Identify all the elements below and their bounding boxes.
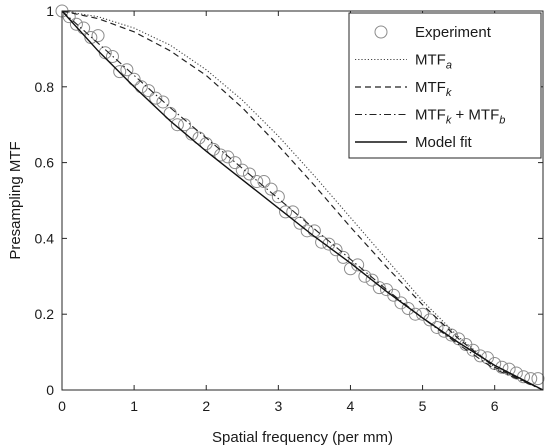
experiment-point [531,372,545,386]
experiment-point [372,281,386,295]
experiment-point [408,307,422,321]
x-tick-label: 2 [202,398,210,414]
x-tick-label: 4 [347,398,355,414]
x-tick-label: 1 [130,398,138,414]
axes-box [61,10,544,391]
experiment-point [473,349,487,363]
y-tick-label: 0 [46,382,54,398]
experiment-point [293,216,307,230]
y-axis-label: Presampling MTF [7,141,24,259]
experiment-point [365,273,379,287]
experiment-point [264,182,278,196]
experiment-point [336,250,350,264]
legend-label-model-fit: Model fit [415,134,473,151]
plot-area [55,4,545,391]
experiment-point [113,65,127,79]
experiment-point [163,106,177,120]
y-tick-label: 0.8 [35,79,55,95]
experiment-point [127,72,141,86]
legend-label-experiment: Experiment [415,24,492,41]
experiment-point [315,235,329,249]
x-tick-label: 6 [491,398,499,414]
legend-marker-experiment [374,25,388,39]
legend-label-mtf-k: MTFk [415,79,452,99]
x-tick-label: 0 [58,398,66,414]
experiment-point [120,63,134,77]
y-tick-label: 1 [46,3,54,19]
experiment-point [286,205,300,219]
experiment-point [178,118,192,132]
experiment-point [69,17,83,31]
series-line-mtf-k [61,10,544,391]
experiment-point [423,313,437,327]
experiment-point [257,175,271,189]
experiment-point [271,190,285,204]
experiment-point [329,243,343,257]
experiment-point [430,320,444,334]
experiment-point [387,288,401,302]
y-tick-label: 0.2 [35,306,55,322]
experiment-point [358,269,372,283]
legend-box [348,12,542,159]
experiment-point [279,205,293,219]
experiment-point [156,95,170,109]
experiment-point [228,156,242,170]
experiment-point [343,262,357,276]
experiment-point [307,224,321,238]
x-tick-label: 3 [274,398,282,414]
experiment-point [235,163,249,177]
experiment-point [250,175,264,189]
legend-label-mtf-kb: MTFk + MTFb [415,107,505,127]
y-tick-label: 0.4 [35,230,55,246]
experiment-point [105,49,119,63]
x-axis-label: Spatial frequency (per mm) [212,429,393,446]
experiment-point [351,258,365,272]
experiment-point [170,118,184,132]
experiment-point [142,84,156,98]
experiment-point [300,224,314,238]
experiment-point [91,29,105,43]
legend: Experiment MTFa MTFk MTFk + MTFb Model fit [348,12,542,159]
experiment-point [149,91,163,105]
series-line-mtf-a [61,10,544,391]
y-tick-label: 0.6 [35,155,55,171]
x-tick-label: 5 [419,398,427,414]
experiment-point [242,167,256,181]
axes: 0 1 2 3 4 5 6 0 0.2 0.4 0.6 0.8 1 [35,3,544,414]
series-line-model-fit [61,10,544,391]
series-line-mtf-kb [61,10,544,391]
legend-label-mtf-a: MTFa [415,52,452,72]
